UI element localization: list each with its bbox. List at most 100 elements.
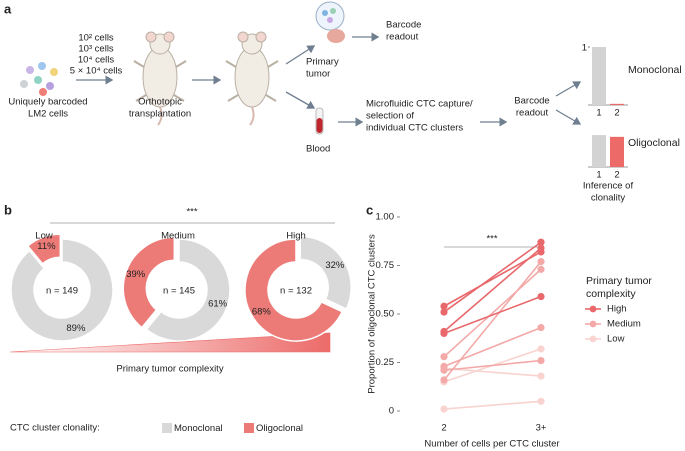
tumor-icon — [315, 1, 345, 43]
legend-marker — [589, 305, 597, 313]
transplant-label: Orthotopic — [138, 97, 182, 108]
legend-label: Medium — [607, 319, 641, 330]
legend-label: Monoclonal — [174, 423, 223, 434]
capture-label: individual CTC clusters — [366, 123, 463, 134]
cell-count: 10⁴ cells — [78, 55, 115, 66]
pie-slice — [145, 238, 231, 342]
bar — [610, 103, 624, 105]
n-label: n = 149 — [46, 286, 78, 297]
gradient-label: Primary tumor complexity — [116, 364, 223, 375]
y-tick-label: 0 — [389, 406, 394, 417]
readout-label: Barcode — [386, 20, 421, 31]
readout-label: readout — [516, 108, 549, 119]
transplant-label: transplantation — [129, 109, 191, 120]
cell-count: 10² cells — [78, 33, 114, 44]
point — [537, 397, 545, 405]
pie-slice — [26, 233, 62, 265]
value-label: 68% — [252, 306, 272, 317]
legend-title: CTC cluster clonality: — [10, 423, 100, 434]
point — [537, 372, 545, 380]
mouse — [225, 31, 279, 126]
mouse — [133, 31, 187, 126]
significance: *** — [186, 207, 197, 218]
point — [537, 244, 545, 252]
blood-tube — [315, 107, 324, 135]
point — [440, 353, 448, 361]
inference-label: clonality — [591, 193, 626, 204]
point — [440, 376, 448, 384]
series-line — [443, 326, 542, 368]
legend-marker — [589, 335, 597, 343]
series-line — [443, 400, 542, 410]
primary-tumor-label: tumor — [306, 69, 330, 80]
readout-label: Barcode — [514, 96, 549, 107]
cells — [20, 62, 58, 96]
y-axis-title: Proportion of oligoclonal CTC clusters — [367, 234, 378, 394]
capture-label: Microfluidic CTC capture/ — [366, 99, 473, 110]
value-label: 61% — [208, 298, 228, 309]
legend-title: complexity — [586, 288, 636, 300]
y-tick-label: 0.50 — [376, 309, 395, 320]
readout-label: readout — [386, 32, 419, 43]
point — [537, 258, 545, 266]
legend-marker — [589, 320, 597, 328]
series-line — [443, 268, 542, 358]
point — [537, 345, 545, 353]
series-line — [443, 261, 542, 381]
n-label: n = 132 — [280, 286, 312, 297]
value-label: 32% — [325, 260, 345, 271]
panel-label: b — [4, 202, 12, 217]
legend-label: High — [607, 304, 627, 315]
panel-label: a — [4, 1, 12, 16]
value-label: 39% — [126, 269, 146, 280]
x-tick-label: 3+ — [536, 423, 547, 434]
arrows — [76, 32, 582, 127]
x-tick-label: 2 — [614, 170, 619, 181]
legend-title: Primary tumor — [586, 275, 652, 287]
legend-label: Oligoclonal — [256, 423, 303, 434]
chart-title: Oligoclonal — [628, 137, 680, 149]
chart-title: High — [286, 231, 306, 242]
cell-count: 10³ cells — [78, 44, 114, 55]
point — [537, 323, 545, 332]
point — [537, 238, 545, 246]
point — [440, 302, 448, 310]
bar — [592, 47, 606, 105]
pie-slice — [122, 236, 176, 329]
chart-title: Medium — [161, 231, 195, 242]
point — [440, 405, 448, 413]
blood-label: Blood — [306, 144, 330, 155]
legend-swatch — [244, 423, 254, 433]
pie-slice — [10, 238, 114, 342]
complexity-gradient — [9, 332, 331, 353]
primary-tumor-label: Primary — [306, 57, 339, 68]
x-axis-title: Number of cells per CTC cluster — [424, 439, 559, 450]
legend-swatch — [162, 423, 172, 433]
y-tick-label: 0.25 — [376, 357, 395, 368]
pie-slice — [244, 238, 344, 342]
point — [440, 308, 448, 316]
cell-count: 5 × 10⁴ cells — [70, 66, 123, 77]
series-line — [443, 367, 542, 377]
point — [537, 356, 545, 365]
significance: *** — [486, 234, 497, 245]
legend-label: Low — [607, 334, 625, 345]
bar — [610, 136, 624, 167]
chart-title: Low — [35, 231, 53, 242]
capture-label: selection of — [366, 111, 414, 122]
value-label: 89% — [66, 323, 86, 334]
x-tick-label: 2 — [441, 423, 446, 434]
series-line — [443, 359, 542, 372]
pie-slice — [299, 235, 352, 311]
cells-label: Uniquely barcoded — [8, 97, 87, 108]
inference-label: Inference of — [583, 181, 634, 192]
n-label: n = 145 — [163, 286, 195, 297]
y-tick-label: 1 — [582, 43, 587, 54]
x-tick-label: 1 — [596, 170, 601, 181]
point — [440, 366, 448, 374]
chart-title: Monoclonal — [628, 64, 682, 76]
x-tick-label: 2 — [614, 108, 619, 119]
series-line — [443, 295, 542, 335]
panel-label: c — [366, 202, 373, 217]
